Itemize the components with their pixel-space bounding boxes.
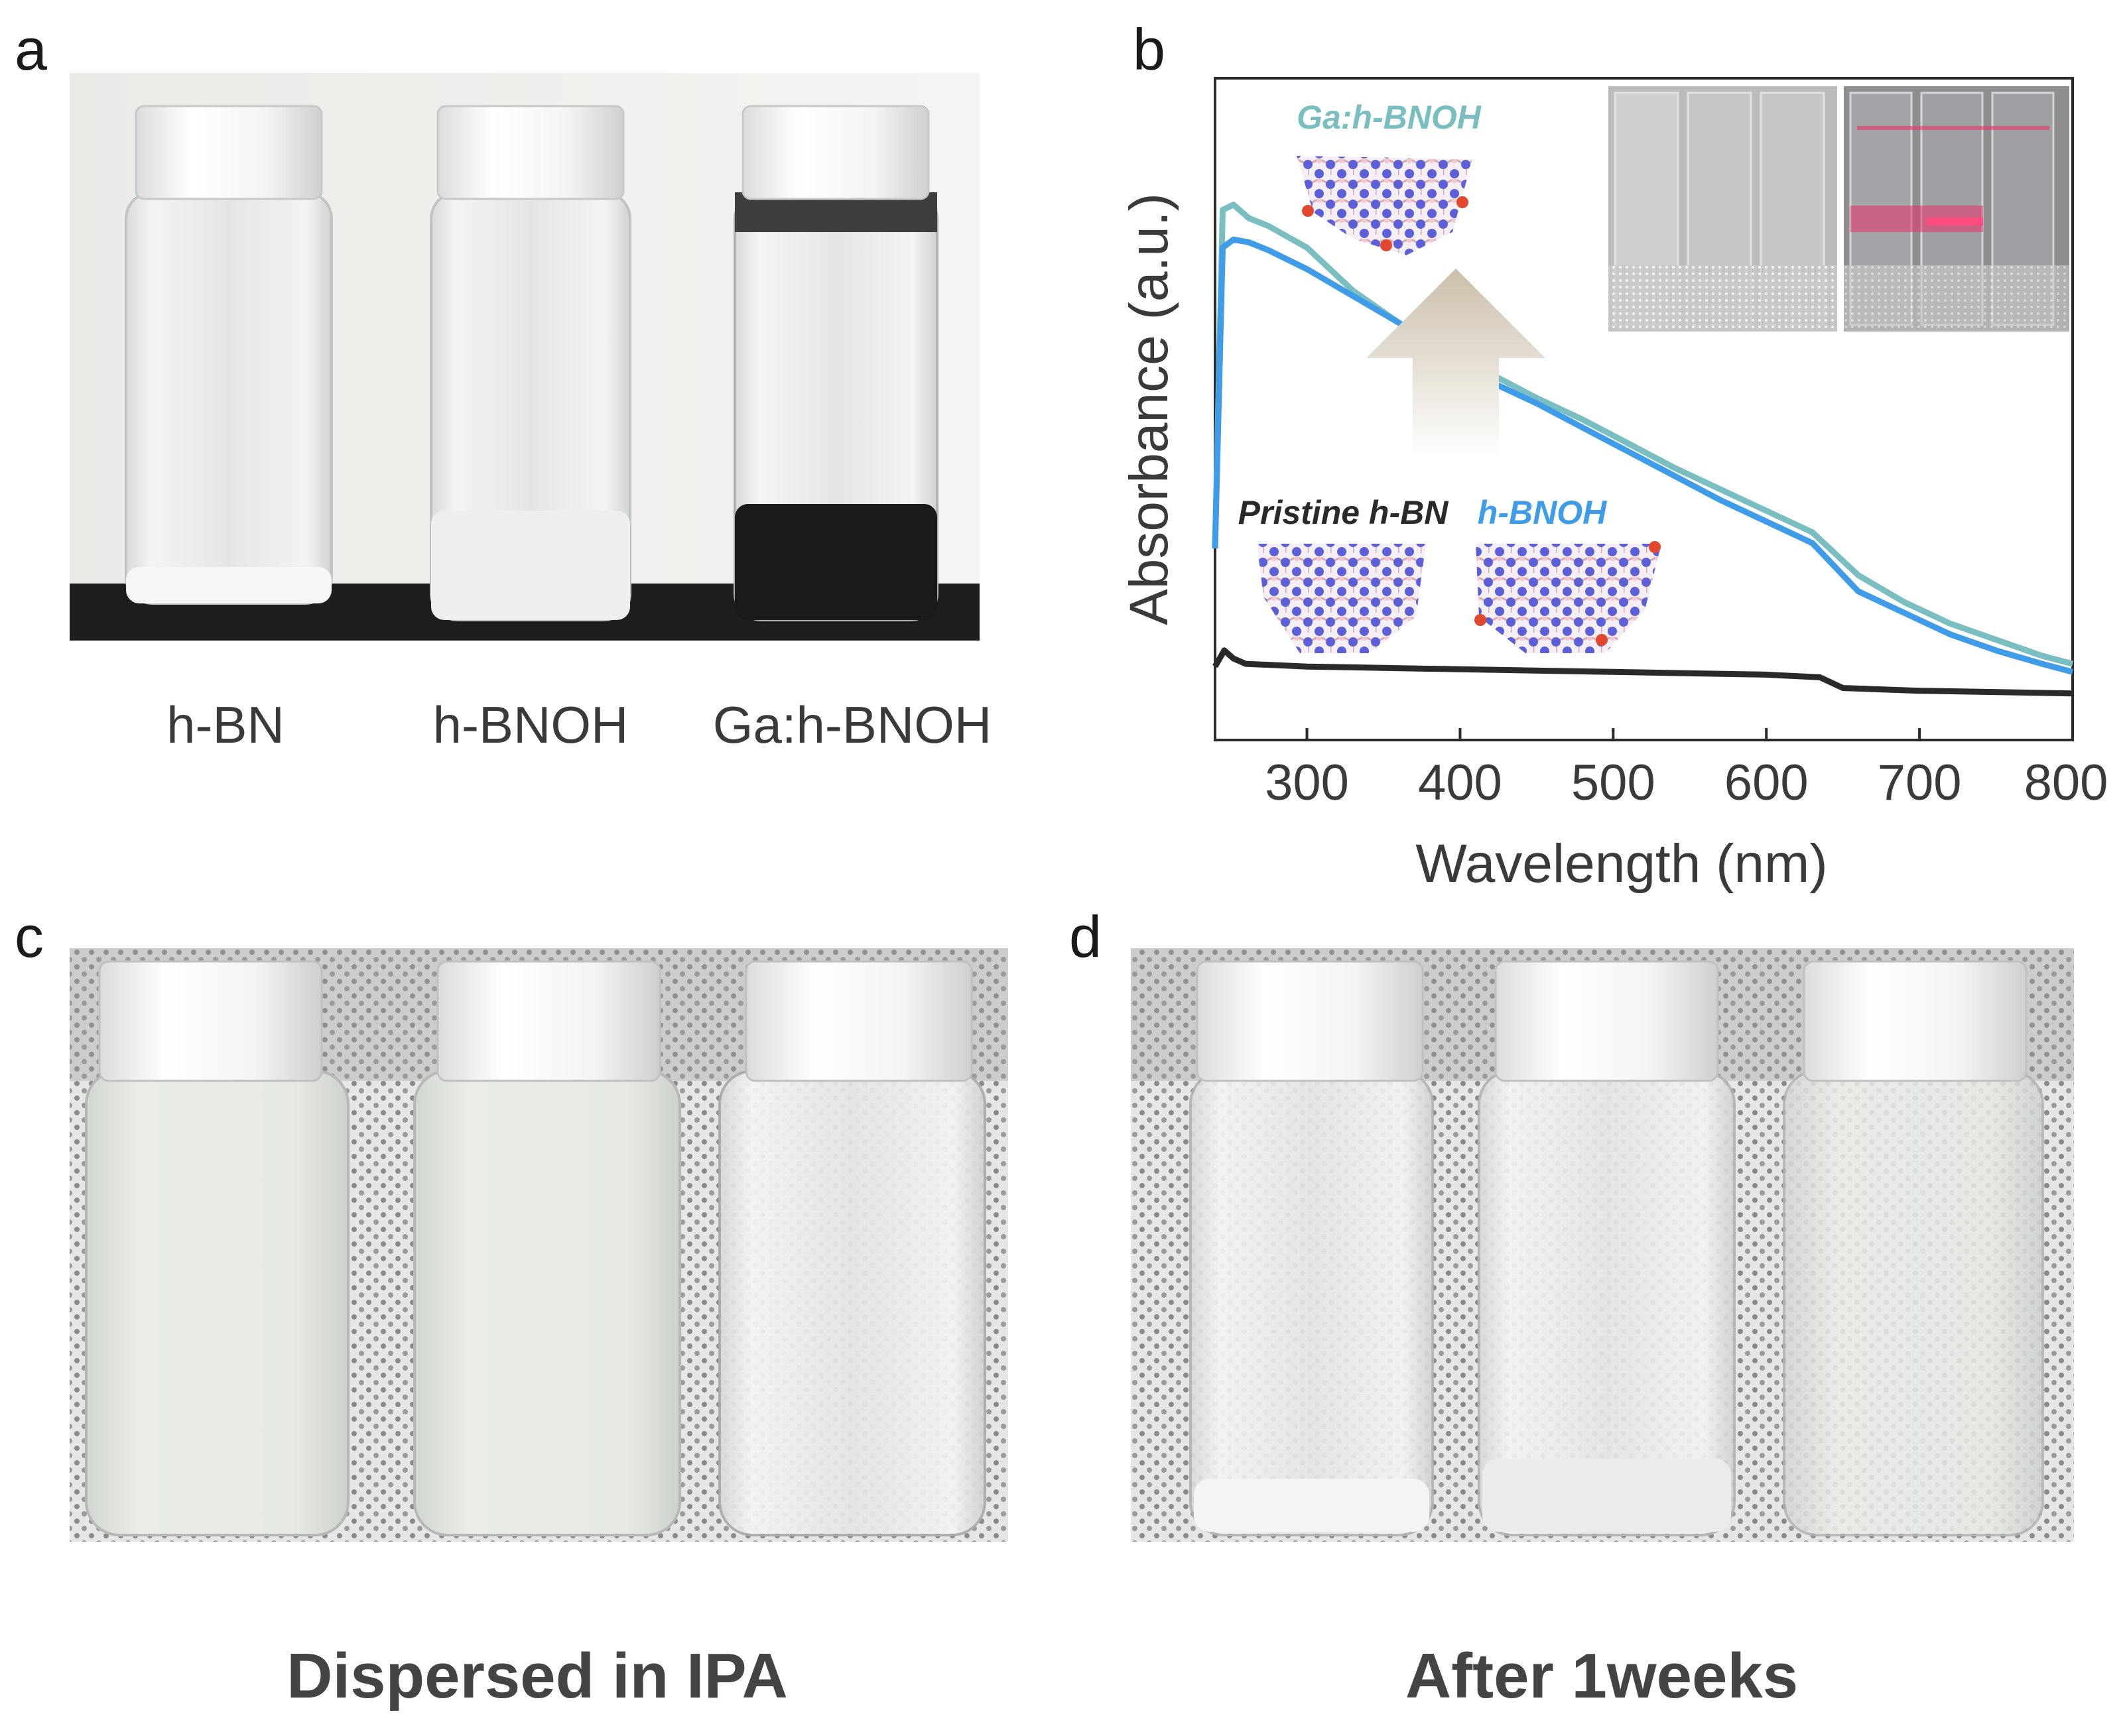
ga-h-bnoh-structure-icon [1297,156,1472,255]
vial-label-h-bn: h-BN [166,696,285,754]
chart-x-ticks [1305,728,2074,740]
vial-d-h-bnoh [1478,960,1736,1536]
panel-b: b 300 400 500 600 700 800 Wavelength (nm) Abs… [1119,17,2108,894]
x-tick-label-800: 800 [2024,755,2108,811]
series-line-ga-h-bnoh [1212,202,2074,667]
panel-c: c Dispersed in IPA [15,904,1008,1711]
chart-plot-area [1214,77,2074,741]
vial-c-h-bn [85,960,350,1536]
chart-x-tick-labels: 300 400 500 600 700 800 [1265,755,2108,811]
panel-letter-b: b [1133,17,1165,82]
chart-x-label: Wavelength (nm) [1415,834,1827,894]
vial-h-bnoh [430,105,631,621]
panel-letter-d: d [1069,904,1102,969]
caption-dispersed: Dispersed in IPA [287,1641,788,1711]
x-tick-label-700: 700 [1878,755,1962,811]
vial-d-ga-h-bnoh [1783,960,2044,1536]
panel-letter-c: c [15,904,44,969]
series-line-h-bnoh [1212,236,2074,675]
x-tick-label-600: 600 [1724,755,1809,811]
caption-after-weeks: After 1weeks [1405,1641,1798,1711]
vial-label-h-bnoh: h-BNOH [433,696,629,754]
series-label-h-bnoh: h-BNOH [1478,494,1607,531]
vial-c-ga-h-bnoh [718,960,986,1536]
chart-series [1212,202,2074,697]
x-tick-label-400: 400 [1418,755,1502,811]
panel-a-photo [70,73,980,641]
panel-d-photo [1131,948,2074,1542]
vial-h-bn [125,105,333,605]
chart-y-label: Absorbance (a.u.) [1119,193,1179,625]
cuvette-photo-laser [1844,86,2069,332]
vial-d-h-bn [1189,960,1434,1536]
panel-c-photo [70,948,1008,1542]
increase-arrow-icon [1366,269,1545,458]
x-tick-label-300: 300 [1265,755,1349,811]
pristine-h-bn-structure-icon [1257,544,1426,653]
panel-a: a h-BN h-BNOH [15,17,992,754]
series-label-ga-h-bnoh: Ga:h-BNOH [1297,99,1482,136]
vial-c-h-bnoh [413,960,681,1536]
vial-ga-h-bnoh [734,105,938,621]
vial-label-ga-h-bnoh: Ga:h-BNOH [713,696,992,754]
x-tick-label-500: 500 [1571,755,1655,811]
panel-letter-a: a [15,17,47,82]
series-line-pristine-h-bn [1212,647,2073,697]
h-bnoh-structure-icon [1474,541,1661,653]
cuvette-photo-ambient [1608,86,1837,332]
panel-d: d After 1weeks [1069,904,2074,1711]
series-label-pristine-h-bn: Pristine h-BN [1238,494,1449,531]
